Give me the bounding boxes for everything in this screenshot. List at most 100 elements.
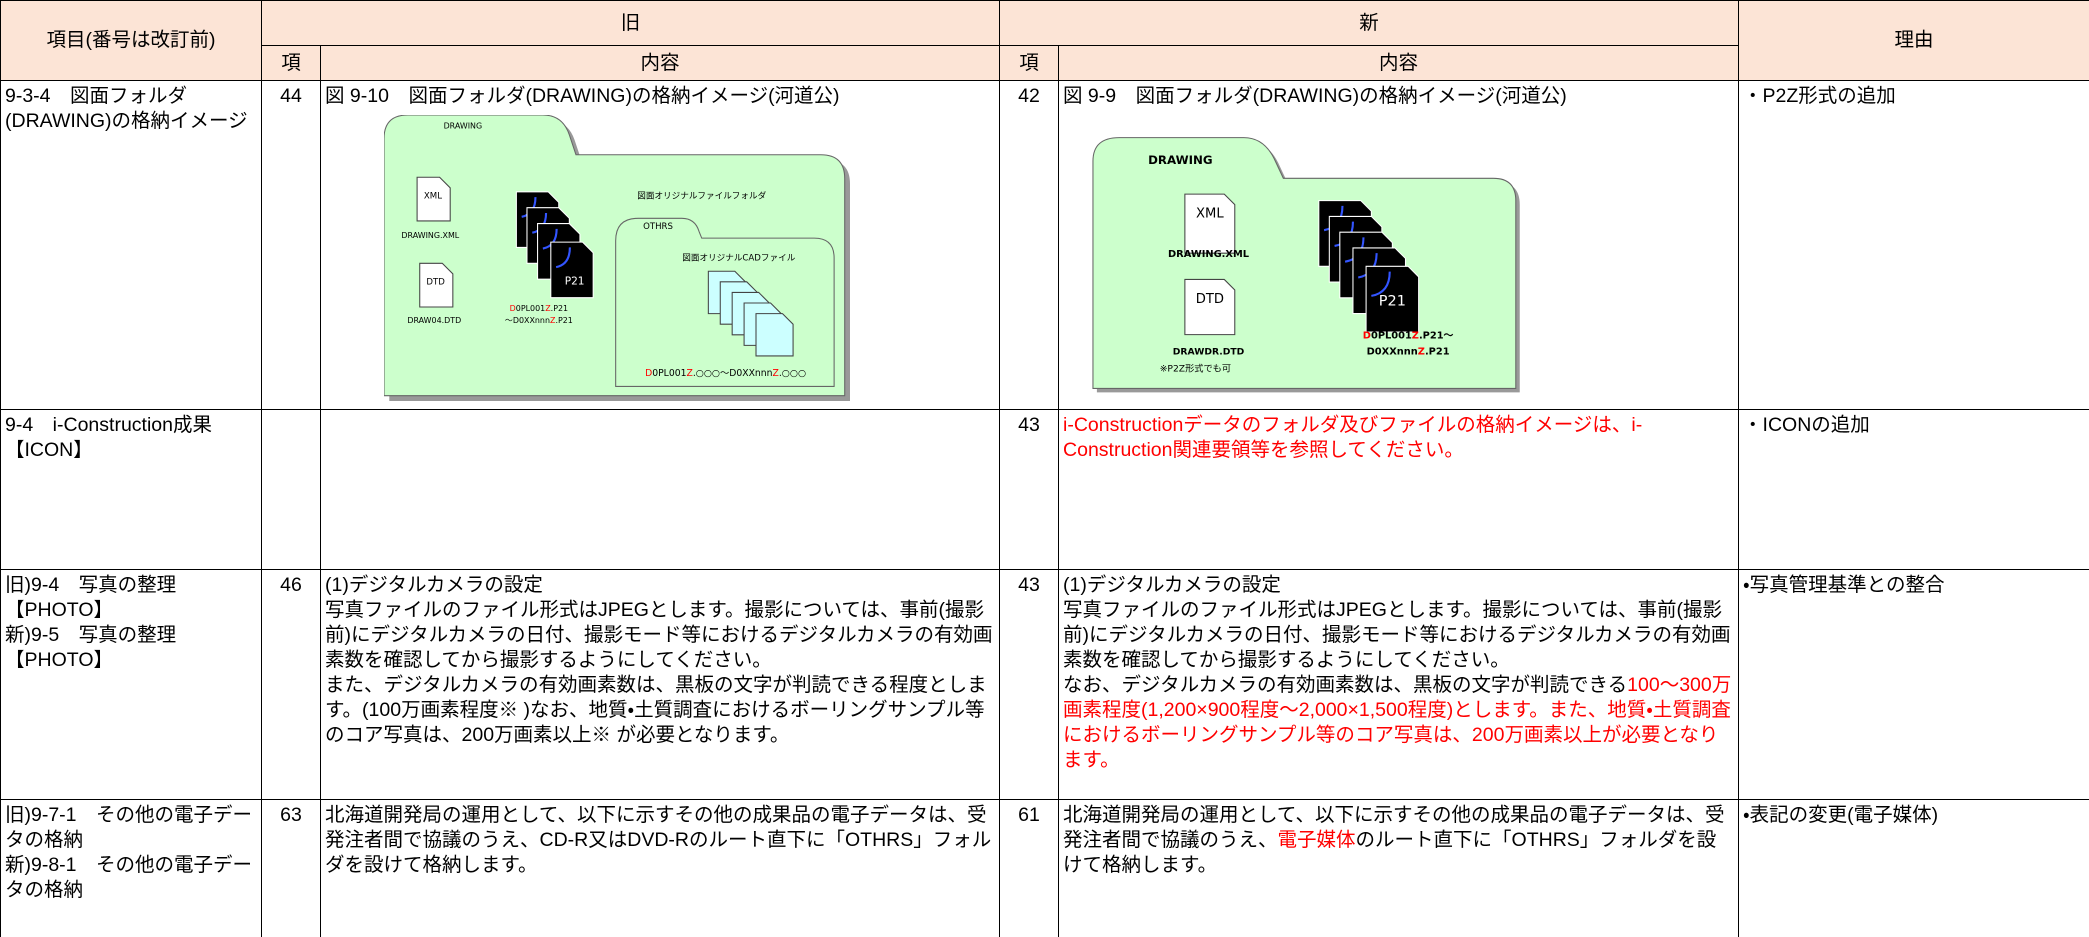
section-number: 46 <box>280 574 302 596</box>
old-content-cell: 図 9-10 図面フォルダ(DRAWING)の格納イメージ(河道公) DRAWIN… <box>319 80 1001 410</box>
header-new-no: 項 <box>999 45 1060 81</box>
section-number: 42 <box>1018 85 1040 107</box>
header-new-content: 内容 <box>1058 45 1740 81</box>
diagram-label: DRAWING <box>1148 153 1212 167</box>
new-content-cell: (1)デジタルカメラの設定 写真ファイルのファイル形式はJPEGとします。撮影に… <box>1058 569 1740 800</box>
diagram-label: 図面オリジナルファイルフォルダ <box>637 189 766 201</box>
item-cell: 旧)9-4 写真の整理 【PHOTO】 新)9-5 写真の整理 【PHOTO】 <box>0 569 262 800</box>
diagram-label: ※P2Z形式でも可 <box>1160 362 1231 374</box>
diagram-label: DRAWING.XML <box>401 231 459 240</box>
file-icon <box>416 176 451 222</box>
diagram-label: XML <box>1196 207 1224 222</box>
table-body: 9-3-4 図面フォルダ(DRAWING)の格納イメージ 44 図 9-10 図面フ… <box>0 80 2089 937</box>
header-row: 項 内容 項 内容 <box>1 45 2089 81</box>
new-content-cell: i-Constructionデータのフォルダ及びファイルの格納イメージは、i-C… <box>1058 409 1740 570</box>
section-number: 43 <box>1018 574 1040 596</box>
highlighted-text: D <box>1363 331 1371 342</box>
reason-cell: ・表記の変更(電子媒体) <box>1738 799 2089 937</box>
text-segment: 0PL001 <box>652 368 686 379</box>
text-segment: 北海道開発局の運用として、以下に示すその他の成果品の電子データは、受発注者間で協… <box>1063 804 1725 851</box>
reason-text: ・写真管理基準との整合 <box>1743 574 1945 596</box>
old-content-cell: 北海道開発局の運用として、以下に示すその他の成果品の電子データは、受発注者間で協… <box>319 799 1001 937</box>
diagram-label: D0PL001Z.P21 <box>510 304 568 313</box>
text-segment: .P21～ <box>1419 331 1454 342</box>
p21-file-mark <box>555 247 571 269</box>
diagram-label: P21 <box>565 275 585 287</box>
highlighted-text: D <box>645 368 652 379</box>
text-segment: (1)デジタルカメラの設定 写真ファイルのファイル形式はJPEGとします。撮影に… <box>1063 574 1731 696</box>
section-number: 61 <box>1018 804 1040 826</box>
header-old: 旧 <box>260 0 1001 46</box>
text-segment: 北海道開発局の運用として、以下に示すその他の成果品の電子データは、受発注者間で協… <box>325 804 992 876</box>
diagram-label: DTD <box>426 277 445 287</box>
new-number-cell: 43 <box>999 409 1060 570</box>
table-row: 旧)9-4 写真の整理 【PHOTO】 新)9-5 写真の整理 【PHOTO】 4… <box>0 569 2089 800</box>
highlighted-text: D <box>510 304 516 313</box>
cell-text: 北海道開発局の運用として、以下に示すその他の成果品の電子データは、受発注者間で協… <box>1060 801 1738 882</box>
reason-cell: ・P2Z形式の追加 <box>1738 80 2089 410</box>
file-icon <box>1184 193 1236 254</box>
reason-text: ・ICONの追加 <box>1743 414 1870 436</box>
diagram-label: D0XXnnnZ.P21 <box>1367 346 1450 357</box>
text-segment: .○○○～D0XXnnn <box>693 368 773 379</box>
reason-cell: ・写真管理基準との整合 <box>1738 569 2089 800</box>
highlighted-text: i-Constructionデータのフォルダ及びファイルの格納イメージは、i-C… <box>1063 414 1643 461</box>
diagram-label: OTHRS <box>643 222 673 232</box>
p21-file-mark <box>1371 271 1391 297</box>
text-segment: 0PL001 <box>1371 331 1412 342</box>
old-content-cell: (1)デジタルカメラの設定 写真ファイルのファイル形式はJPEGとします。撮影に… <box>319 569 1001 800</box>
file-icon <box>419 262 454 308</box>
text-segment: .○○○ <box>779 368 806 379</box>
new-content-cell: 北海道開発局の運用として、以下に示すその他の成果品の電子データは、受発注者間で協… <box>1058 799 1740 937</box>
text-segment: 図 9-10 図面フォルダ(DRAWING)の格納イメージ(河道公) <box>325 85 840 107</box>
item-text: 9-4 i-Construction成果【ICON】 <box>5 414 212 461</box>
text-segment: (1)デジタルカメラの設定 写真ファイルのファイル形式はJPEGとします。撮影に… <box>325 574 993 746</box>
diagram-label: 図面オリジナルCADファイル <box>682 253 795 264</box>
highlighted-text: 電子媒体 <box>1277 829 1356 851</box>
diagram-label: DRAWING <box>444 121 483 130</box>
table-row: 旧)9-7-1 その他の電子データの格納 新)9-8-1 その他の電子データの格… <box>0 799 2089 937</box>
reason-text: ・P2Z形式の追加 <box>1743 85 1896 107</box>
new-content-cell: 図 9-9 図面フォルダ(DRAWING)の格納イメージ(河道公) DRAWING… <box>1058 80 1740 410</box>
cad-file-icon <box>755 313 794 357</box>
cell-text: 図 9-10 図面フォルダ(DRAWING)の格納イメージ(河道公) <box>322 82 999 113</box>
text-segment: 図 9-9 図面フォルダ(DRAWING)の格納イメージ(河道公) <box>1063 85 1567 107</box>
p21-file-icon <box>1365 265 1420 333</box>
section-number: 43 <box>1018 414 1040 436</box>
highlighted-text: Z <box>545 304 551 313</box>
highlighted-text: Z <box>686 368 692 379</box>
text-segment: .P21 <box>1425 346 1450 357</box>
header-new: 新 <box>999 0 1740 46</box>
cell-text: 図 9-9 図面フォルダ(DRAWING)の格納イメージ(河道公) <box>1060 82 1738 113</box>
diagram-label: DRAWING.XML <box>1168 249 1249 260</box>
item-text: 9-3-4 図面フォルダ(DRAWING)の格納イメージ <box>5 85 248 132</box>
cell-text: (1)デジタルカメラの設定 写真ファイルのファイル形式はJPEGとします。撮影に… <box>322 571 999 752</box>
header-old-content: 内容 <box>319 45 1001 81</box>
reason-cell: ・ICONの追加 <box>1738 409 2089 570</box>
section-number: 44 <box>280 85 302 107</box>
section-number: 63 <box>280 804 302 826</box>
header-row: 項目(番号は改訂前) 旧 新 理由 <box>0 0 2089 81</box>
item-cell: 9-4 i-Construction成果【ICON】 <box>0 409 262 570</box>
diagram-label: DRAW04.DTD <box>407 316 461 325</box>
header-old-no: 項 <box>261 45 321 81</box>
text-segment: .P21 <box>551 304 568 313</box>
old-number-cell: 44 <box>261 80 321 410</box>
old-number-cell: 46 <box>261 569 321 800</box>
diagram-label: DRAWDR.DTD <box>1173 346 1245 357</box>
table-row: 9-3-4 図面フォルダ(DRAWING)の格納イメージ 44 図 9-10 図面フ… <box>0 80 2089 410</box>
reason-text: ・表記の変更(電子媒体) <box>1743 804 1939 826</box>
text-segment: ～D0XXnnn <box>505 316 550 325</box>
item-cell: 旧)9-7-1 その他の電子データの格納 新)9-8-1 その他の電子データの格… <box>0 799 262 937</box>
diagram-label: ～D0XXnnnZ.P21 <box>505 316 573 325</box>
file-icon <box>1184 278 1236 336</box>
highlighted-text: 100～300万画素程度(1,200×900程度～2,000×1,500程度)と… <box>1063 674 1732 771</box>
p21-file-icon <box>550 241 594 299</box>
text-segment: .P21 <box>555 316 572 325</box>
diagram-label: DTD <box>1196 292 1224 307</box>
cell-text: 北海道開発局の運用として、以下に示すその他の成果品の電子データは、受発注者間で協… <box>322 801 999 882</box>
item-cell: 9-3-4 図面フォルダ(DRAWING)の格納イメージ <box>0 80 262 410</box>
highlighted-text: Z <box>1412 331 1419 342</box>
text-segment: 0PL001 <box>516 304 545 313</box>
